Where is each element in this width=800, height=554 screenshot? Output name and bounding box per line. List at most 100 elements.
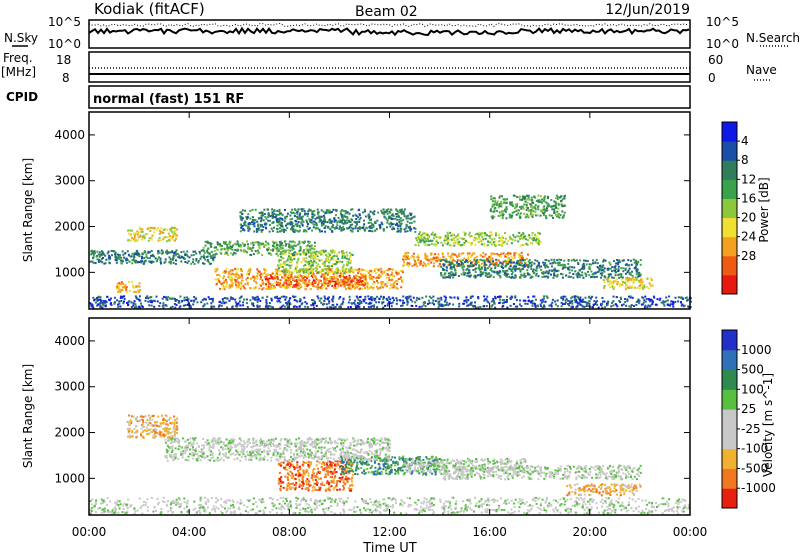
echo-cell — [534, 211, 537, 213]
echo-cell — [540, 301, 543, 304]
echo-cell — [385, 209, 388, 212]
echo-cell — [445, 269, 448, 272]
echo-cell — [336, 280, 339, 283]
echo-cell — [522, 197, 525, 200]
echo-cell — [294, 295, 297, 298]
echo-cell — [477, 306, 480, 309]
echo-cell — [288, 264, 291, 267]
echo-cell — [234, 298, 237, 301]
echo-cell — [98, 251, 101, 254]
echo-cell — [486, 295, 489, 298]
echo-cell — [162, 231, 165, 234]
echo-cell — [513, 211, 516, 213]
echo-cell — [92, 296, 95, 299]
echo-cell — [304, 305, 307, 308]
echo-cell — [329, 306, 332, 309]
echo-cell — [129, 239, 132, 242]
echo-cell — [342, 218, 345, 221]
echo-cell — [172, 261, 175, 264]
echo-cell — [259, 223, 262, 226]
echo-cell — [399, 270, 402, 272]
echo-cell — [371, 230, 374, 233]
echo-cell — [388, 217, 390, 220]
echo-cell — [290, 253, 292, 256]
echo-cell — [305, 252, 308, 255]
echo-cell — [103, 304, 106, 307]
echo-cell — [616, 296, 618, 299]
echo-cell — [240, 285, 243, 288]
echo-cell — [447, 252, 450, 255]
echo-cell — [501, 211, 504, 214]
echo-cell — [259, 299, 262, 302]
echo-cell — [209, 262, 212, 265]
echo-cell — [115, 257, 118, 260]
echo-cell — [160, 227, 163, 230]
echo-cell — [512, 234, 515, 237]
echo-cell — [491, 200, 494, 203]
echo-cell — [386, 273, 389, 275]
echo-cell — [630, 277, 633, 280]
echo-cell — [639, 278, 642, 281]
echo-cell — [272, 287, 275, 290]
echo-cell — [400, 212, 403, 215]
echo-cell — [540, 268, 543, 271]
echo-cell — [171, 258, 174, 261]
echo-cell — [449, 258, 452, 261]
echo-cell — [453, 274, 456, 277]
echo-cell — [374, 268, 376, 271]
echo-cell — [252, 244, 255, 246]
echo-cell — [543, 196, 546, 199]
echo-cell — [145, 297, 147, 299]
echo-cell — [535, 214, 538, 217]
echo-cell — [327, 280, 330, 283]
echo-cell — [168, 239, 171, 242]
echo-cell — [325, 254, 327, 257]
echo-cell — [237, 302, 240, 305]
echo-cell — [141, 252, 144, 255]
echo-cell — [552, 204, 555, 207]
echo-cell — [140, 228, 143, 231]
echo-cell — [541, 201, 544, 204]
echo-cell — [296, 300, 299, 303]
echo-cell — [229, 296, 232, 299]
echo-cell — [551, 265, 553, 268]
echo-cell — [421, 238, 423, 241]
echo-cell — [575, 306, 578, 309]
echo-cell — [307, 212, 310, 215]
echo-cell — [337, 216, 340, 219]
echo-cell — [99, 296, 102, 299]
echo-cell — [312, 279, 315, 282]
echo-cell — [281, 283, 284, 286]
echo-cell — [309, 271, 312, 274]
echo-cell — [285, 282, 288, 285]
echo-cell — [466, 258, 469, 261]
echo-cell — [590, 276, 593, 279]
echo-cell — [213, 246, 216, 249]
echo-cell — [563, 211, 566, 214]
echo-cell — [212, 258, 215, 261]
echo-cell — [558, 261, 561, 264]
echo-cell — [396, 210, 399, 213]
echo-cell — [444, 300, 446, 303]
echo-cell — [568, 265, 571, 268]
echo-cell — [231, 248, 234, 251]
echo-cell — [253, 279, 255, 282]
echo-cell — [526, 201, 529, 204]
echo-cell — [406, 262, 409, 264]
echo-cell — [100, 257, 103, 260]
echo-cell — [499, 271, 502, 274]
echo-cell — [592, 262, 594, 265]
echo-cell — [517, 212, 520, 215]
echo-cell — [173, 297, 176, 300]
echo-cell — [289, 249, 292, 252]
echo-cell — [492, 241, 495, 244]
echo-cell — [582, 276, 585, 279]
echo-cell — [244, 283, 247, 285]
echo-cell — [212, 256, 215, 259]
echo-cell — [391, 214, 393, 217]
echo-cell — [388, 215, 391, 218]
echo-cell — [268, 224, 271, 226]
echo-cell — [203, 262, 206, 265]
echo-cell — [401, 278, 404, 281]
echo-cell — [450, 296, 453, 299]
